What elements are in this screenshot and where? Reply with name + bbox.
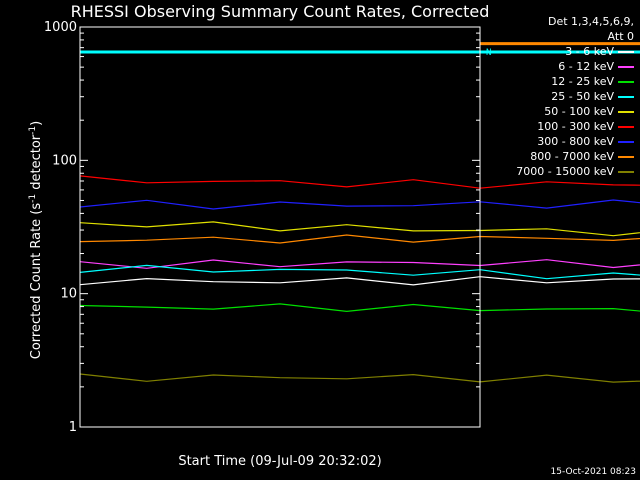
legend-swatch bbox=[618, 125, 634, 128]
legend-label: 7000 - 15000 keV bbox=[516, 165, 614, 178]
series-line bbox=[79, 234, 640, 244]
legend-swatch bbox=[618, 155, 634, 158]
x-axis-label: Start Time (09-Jul-09 20:32:02) bbox=[178, 454, 382, 469]
legend-swatch bbox=[618, 140, 634, 143]
legend-swatch bbox=[618, 170, 634, 173]
series-line bbox=[79, 259, 640, 269]
legend-header-line2: Att 0 bbox=[607, 30, 634, 43]
legend-label: 50 - 100 keV bbox=[544, 105, 614, 118]
series-line bbox=[79, 199, 640, 210]
y-tick-label: 10 bbox=[60, 287, 77, 302]
legend-label: 3 - 6 keV bbox=[565, 45, 614, 58]
legend-item: 12 - 25 keV bbox=[484, 74, 634, 89]
chart-title: RHESSI Observing Summary Count Rates, Co… bbox=[70, 2, 490, 21]
y-axis-label: Corrected Count Rate (s-1 detector-1) bbox=[27, 120, 45, 360]
flags-layer: NS bbox=[80, 42, 640, 58]
series-line bbox=[79, 373, 640, 383]
legend: Det 1,3,4,5,6,9, Att 0 3 - 6 keV 6 - 12 k… bbox=[484, 14, 634, 179]
axes-layer: 110100100020:4521:0021:1521:3021:4522:00 bbox=[44, 20, 481, 435]
legend-swatch bbox=[618, 110, 634, 113]
legend-item: 3 - 6 keV bbox=[484, 44, 634, 59]
legend-label: 800 - 7000 keV bbox=[530, 150, 614, 163]
legend-label: 25 - 50 keV bbox=[551, 90, 614, 103]
legend-header-line1: Det 1,3,4,5,6,9, bbox=[547, 15, 634, 28]
legend-item: 50 - 100 keV bbox=[484, 104, 634, 119]
plot-frame bbox=[79, 26, 481, 428]
legend-label: 100 - 300 keV bbox=[537, 120, 614, 133]
legend-label: 300 - 800 keV bbox=[537, 135, 614, 148]
legend-swatch bbox=[618, 50, 634, 53]
legend-item: 300 - 800 keV bbox=[484, 134, 634, 149]
timestamp: 15-Oct-2021 08:23 bbox=[550, 467, 636, 477]
legend-item: 25 - 50 keV bbox=[484, 89, 634, 104]
legend-swatch bbox=[618, 80, 634, 83]
y-tick-label: 1 bbox=[69, 420, 77, 435]
series-line bbox=[79, 221, 640, 237]
legend-item: 6 - 12 keV bbox=[484, 59, 634, 74]
y-tick-label: 1000 bbox=[44, 20, 77, 35]
legend-label: 6 - 12 keV bbox=[558, 60, 614, 73]
series-line bbox=[79, 276, 640, 286]
legend-swatch bbox=[618, 65, 634, 68]
legend-swatch bbox=[618, 95, 634, 98]
legend-rows: 3 - 6 keV 6 - 12 keV 12 - 25 keV 25 - 50 ke… bbox=[484, 44, 634, 179]
legend-item: 100 - 300 keV bbox=[484, 119, 634, 134]
y-tick-label: 100 bbox=[52, 153, 77, 168]
legend-item: 800 - 7000 keV bbox=[484, 149, 634, 164]
legend-label: 12 - 25 keV bbox=[551, 75, 614, 88]
legend-item: 7000 - 15000 keV bbox=[484, 164, 634, 179]
